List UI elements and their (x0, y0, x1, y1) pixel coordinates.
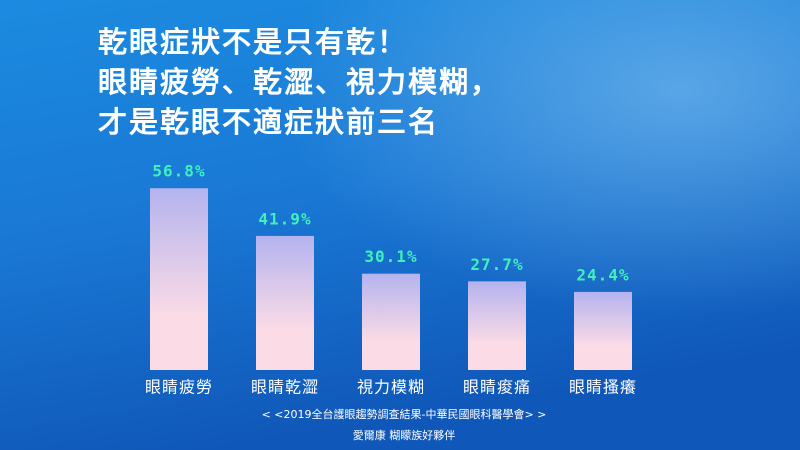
x-tick-label: 眼睛疲勞 (145, 378, 213, 397)
bar (574, 291, 632, 370)
x-tick-label: 眼睛乾澀 (251, 378, 319, 397)
bar (256, 235, 314, 370)
value-label: 30.1% (364, 247, 417, 266)
title-line: 乾眼症狀不是只有乾！ (98, 25, 408, 59)
value-label: 56.8% (152, 162, 205, 181)
title-line: 眼睛疲勞、乾澀、視力模糊， (98, 65, 501, 99)
x-tick-label: 視力模糊 (357, 378, 425, 397)
value-label: 24.4% (576, 265, 629, 284)
bar (150, 188, 208, 370)
x-tick-label: 眼睛搔癢 (569, 378, 637, 397)
bar (468, 281, 526, 370)
value-label: 41.9% (258, 209, 311, 228)
title-line: 才是乾眼不適症狀前三名 (98, 105, 439, 139)
value-label: 27.7% (470, 255, 523, 274)
x-tick-label: 眼睛痠痛 (463, 378, 531, 397)
bar (362, 273, 420, 370)
source: < <2019全台護眼趨勢調查結果-中華民國眼科醫學會> > (262, 407, 547, 421)
credit: 愛爾康 糊矇族好夥伴 (353, 428, 456, 442)
